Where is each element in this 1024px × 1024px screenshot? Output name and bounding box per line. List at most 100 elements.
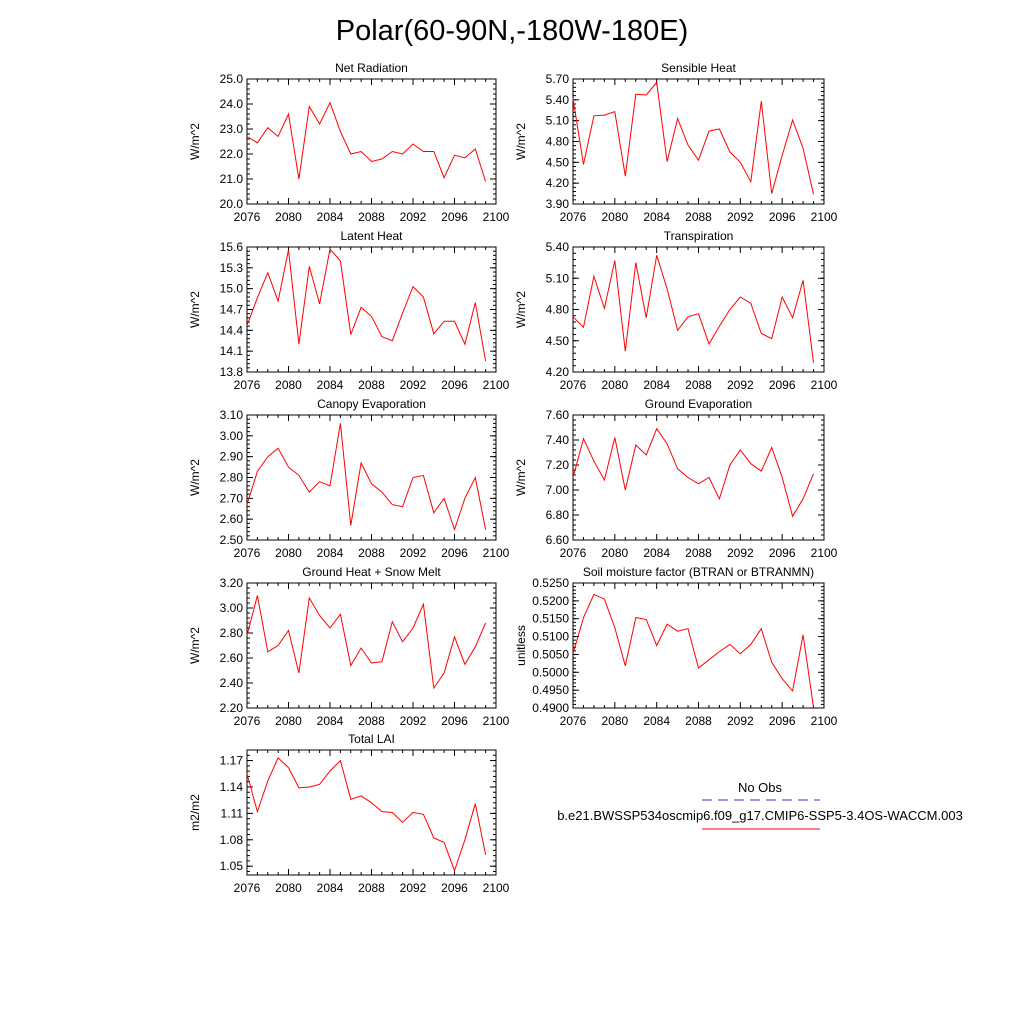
x-tick-label: 2076 [234, 546, 261, 560]
y-tick-label: 2.60 [220, 512, 244, 526]
x-tick-label: 2100 [483, 714, 510, 728]
series-line [572, 593, 814, 708]
x-tick-label: 2096 [769, 210, 796, 224]
panel-5: 2076 2080 2084 2088 2092 2096 2100 2.50 2.60 2.70… [188, 397, 510, 560]
y-tick-label: 25.0 [220, 72, 244, 86]
x-tick-label: 2092 [727, 714, 754, 728]
x-tick-label: 2100 [811, 210, 838, 224]
y-tick-label: 14.1 [220, 344, 244, 358]
y-tick-label: 13.8 [220, 365, 244, 379]
x-tick-label: 2096 [441, 546, 468, 560]
x-tick-label: 2100 [811, 546, 838, 560]
x-tick-label: 2100 [811, 714, 838, 728]
x-tick-label: 2088 [685, 210, 712, 224]
y-tick-label: 6.60 [546, 533, 570, 547]
page-title: Polar(60-90N,-180W-180E) [336, 15, 688, 47]
y-axis-label: W/m^2 [514, 291, 528, 328]
y-tick-label: 5.40 [546, 240, 570, 254]
y-tick-label: 0.5000 [532, 665, 569, 679]
y-tick-label: 14.7 [220, 303, 244, 317]
y-axis-label: unitless [514, 625, 528, 666]
panel-7: 2076 2080 2084 2088 2092 2096 2100 2.20 2.40 2.60… [188, 565, 510, 728]
series-line [246, 423, 487, 532]
y-tick-label: 1.11 [221, 806, 244, 820]
x-tick-label: 2088 [358, 378, 385, 392]
y-tick-label: 2.70 [220, 491, 244, 505]
series-line [246, 248, 487, 361]
x-tick-label: 2096 [441, 714, 468, 728]
x-tick-label: 2080 [601, 210, 628, 224]
legend: No Obs b.e21.BWSSP534oscmip6.f09_g17.CMI… [557, 780, 963, 830]
y-tick-label: 1.08 [220, 833, 244, 847]
y-tick-label: 0.5250 [532, 576, 569, 590]
x-tick-label: 2076 [234, 881, 261, 895]
y-axis-label: W/m^2 [514, 459, 528, 496]
x-tick-label: 2084 [317, 881, 344, 895]
y-tick-label: 2.60 [220, 651, 244, 665]
x-tick-label: 2096 [441, 210, 468, 224]
x-tick-label: 2084 [643, 546, 670, 560]
x-tick-label: 2088 [685, 378, 712, 392]
y-tick-label: 7.20 [546, 458, 570, 472]
y-tick-label: 0.5200 [532, 594, 569, 608]
x-tick-label: 2084 [643, 378, 670, 392]
panel-title: Total LAI [348, 732, 395, 746]
x-tick-label: 2100 [483, 210, 510, 224]
x-tick-label: 2096 [769, 714, 796, 728]
panel-title: Sensible Heat [661, 61, 736, 75]
x-tick-label: 2100 [483, 546, 510, 560]
series-line [572, 255, 814, 363]
y-axis-label: W/m^2 [188, 459, 202, 496]
y-tick-label: 20.0 [220, 197, 244, 211]
series-line [572, 427, 814, 518]
y-tick-label: 15.6 [220, 240, 244, 254]
y-tick-label: 2.20 [220, 701, 244, 715]
x-tick-label: 2100 [483, 378, 510, 392]
x-tick-label: 2076 [234, 210, 261, 224]
x-tick-label: 2088 [685, 714, 712, 728]
x-tick-label: 2084 [317, 378, 344, 392]
panel-1: 2076 2080 2084 2088 2092 2096 2100 20.0 21.0 22.0… [188, 61, 510, 224]
y-tick-label: 7.60 [546, 408, 570, 422]
x-tick-label: 2076 [560, 714, 587, 728]
y-tick-label: 5.70 [546, 72, 570, 86]
y-axis-label: W/m^2 [188, 123, 202, 160]
x-tick-label: 2076 [234, 378, 261, 392]
x-tick-label: 2092 [727, 210, 754, 224]
y-tick-label: 6.80 [546, 508, 570, 522]
x-tick-label: 2080 [275, 881, 302, 895]
y-tick-label: 1.05 [220, 859, 244, 873]
x-tick-label: 2080 [275, 210, 302, 224]
panel-title: Latent Heat [340, 229, 403, 243]
y-tick-label: 3.90 [546, 197, 570, 211]
y-tick-label: 5.10 [546, 271, 570, 285]
x-tick-label: 2088 [358, 546, 385, 560]
panel-title: Soil moisture factor (BTRAN or BTRANMN) [583, 565, 814, 579]
y-tick-label: 7.00 [546, 483, 570, 497]
y-tick-label: 0.4950 [532, 683, 569, 697]
y-tick-label: 5.40 [546, 93, 570, 107]
y-tick-label: 1.14 [220, 780, 244, 794]
y-tick-label: 2.80 [220, 471, 244, 485]
y-tick-label: 0.5050 [532, 647, 569, 661]
y-tick-label: 15.0 [220, 282, 244, 296]
y-tick-label: 15.3 [220, 261, 244, 275]
panel-title: Transpiration [664, 229, 734, 243]
y-tick-label: 4.50 [546, 334, 570, 348]
y-tick-label: 23.0 [220, 122, 244, 136]
y-tick-label: 24.0 [220, 97, 244, 111]
y-tick-label: 4.80 [546, 303, 570, 317]
panel-title: Ground Evaporation [645, 397, 752, 411]
x-tick-label: 2096 [441, 881, 468, 895]
x-tick-label: 2084 [317, 714, 344, 728]
x-tick-label: 2096 [769, 378, 796, 392]
panel-4: 2076 2080 2084 2088 2092 2096 2100 4.20 4.50 4.80… [514, 229, 838, 392]
x-tick-label: 2080 [601, 378, 628, 392]
y-tick-label: 4.20 [546, 176, 570, 190]
y-tick-label: 3.00 [220, 429, 244, 443]
y-tick-label: 7.40 [546, 433, 570, 447]
x-tick-label: 2088 [685, 546, 712, 560]
x-tick-label: 2096 [769, 546, 796, 560]
x-tick-label: 2100 [811, 378, 838, 392]
y-tick-label: 5.10 [546, 114, 570, 128]
